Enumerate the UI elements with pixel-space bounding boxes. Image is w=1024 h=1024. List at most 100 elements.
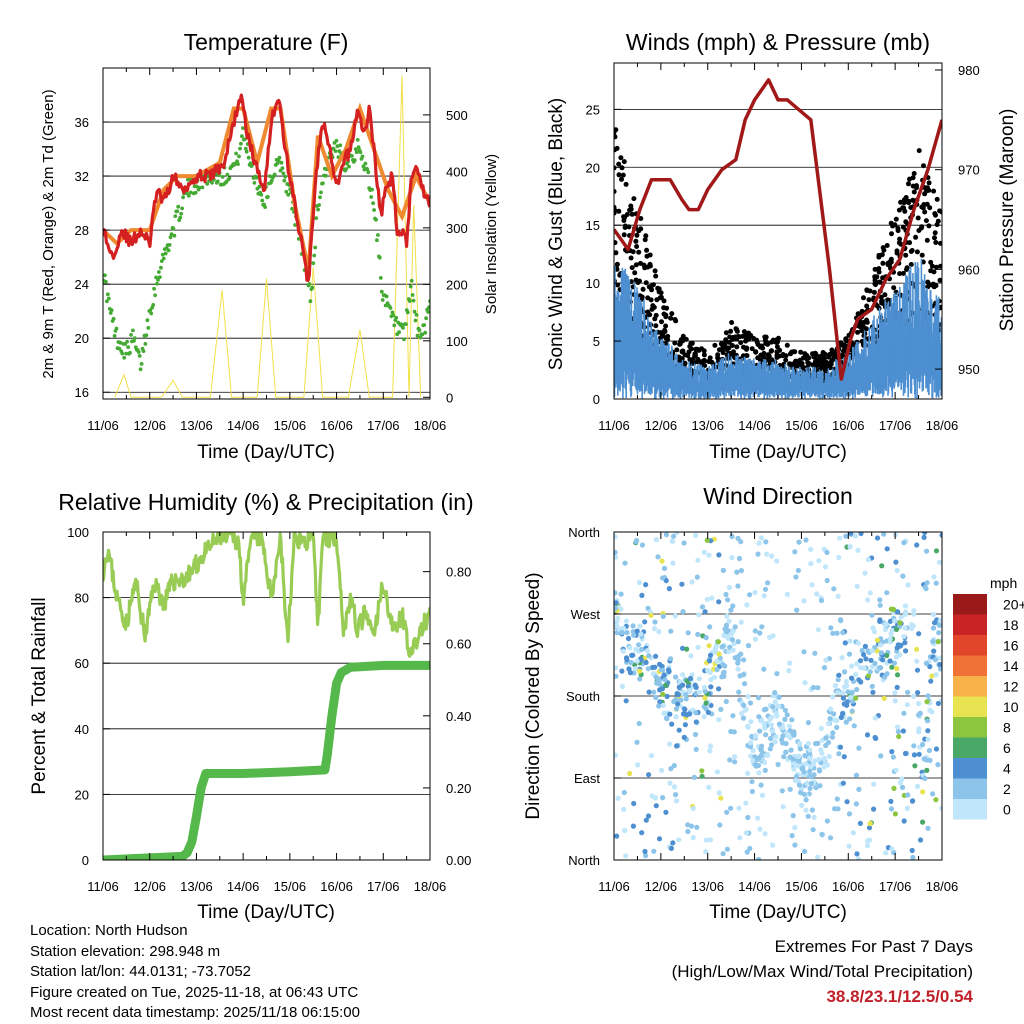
direction-point — [615, 615, 621, 622]
gust-point — [649, 306, 655, 312]
dewpoint-point — [353, 147, 358, 152]
direction-point — [877, 665, 883, 671]
dir-ytick-label: East — [574, 771, 600, 786]
direction-point — [648, 753, 655, 759]
direction-point — [916, 726, 922, 732]
dewpoint-point — [188, 190, 193, 195]
direction-point — [707, 624, 713, 630]
direction-point — [797, 740, 803, 746]
direction-point — [796, 759, 802, 765]
direction-point — [660, 575, 666, 581]
direction-point — [749, 788, 756, 795]
direction-point — [784, 712, 790, 718]
direction-point — [716, 717, 722, 723]
dewpoint-point — [371, 201, 375, 206]
direction-point — [909, 626, 915, 632]
gust-point — [634, 232, 640, 238]
legend-label: 14 — [1003, 658, 1019, 674]
dewpoint-point — [244, 149, 249, 154]
direction-point — [717, 822, 723, 828]
dewpoint-point — [272, 172, 277, 177]
direction-point — [890, 606, 897, 613]
direction-point — [840, 695, 847, 701]
pressure-ytick-right-label: 980 — [958, 63, 980, 78]
gust-point — [692, 353, 698, 359]
gust-point — [903, 195, 909, 200]
direction-point — [642, 848, 648, 855]
gust-point — [878, 294, 884, 300]
direction-point — [887, 618, 894, 624]
direction-point — [748, 753, 754, 759]
direction-point — [756, 856, 762, 860]
dewpoint-point — [378, 276, 383, 280]
direction-point — [759, 792, 766, 799]
legend-swatch — [953, 799, 987, 820]
direction-point — [827, 835, 834, 841]
direction-point — [815, 854, 821, 860]
direction-point — [924, 767, 930, 774]
direction-point — [902, 603, 909, 609]
dewpoint-point — [392, 323, 397, 328]
direction-point — [628, 659, 634, 666]
gust-point — [638, 226, 644, 232]
direction-point — [646, 772, 652, 778]
direction-point — [690, 805, 696, 812]
direction-point — [718, 795, 724, 801]
direction-point — [633, 539, 639, 545]
direction-point — [895, 642, 901, 648]
direction-point — [889, 846, 895, 852]
dewpoint-point — [380, 298, 385, 302]
gust-point — [674, 347, 680, 353]
direction-point — [905, 689, 911, 695]
direction-point — [925, 825, 931, 831]
legend-label: 4 — [1003, 760, 1011, 776]
direction-point — [714, 658, 720, 664]
dewpoint-point — [167, 243, 172, 247]
gust-point — [652, 268, 658, 274]
dewpoint-point — [279, 160, 284, 165]
gust-point — [669, 311, 675, 317]
direction-point — [630, 629, 636, 635]
direction-point — [857, 658, 864, 664]
direction-point — [680, 645, 686, 651]
direction-point — [659, 686, 666, 692]
dewpoint-point — [369, 195, 374, 199]
pressure-line — [614, 78, 942, 381]
direction-point — [868, 657, 874, 663]
gust-point — [840, 352, 845, 358]
direction-point — [818, 597, 825, 604]
direction-point — [712, 646, 719, 652]
direction-point — [933, 672, 939, 678]
rh-ytick-label: 20 — [75, 787, 89, 802]
gust-point — [864, 303, 870, 309]
direction-point — [911, 611, 917, 617]
direction-point — [843, 533, 849, 539]
direction-point — [642, 619, 648, 625]
direction-point — [904, 702, 911, 708]
temp-xtick-label: 14/06 — [227, 418, 260, 433]
direction-point — [916, 701, 922, 707]
dewpoint-point — [418, 335, 423, 340]
direction-point — [639, 592, 645, 599]
direction-point — [864, 732, 871, 738]
rh-xtick-label: 18/06 — [414, 879, 447, 894]
dewpoint-point — [236, 162, 240, 167]
direction-point — [659, 767, 665, 773]
gust-point — [932, 230, 938, 236]
gust-point — [678, 337, 684, 343]
direction-point — [735, 639, 741, 645]
direction-point — [805, 741, 812, 747]
legend-label: 20+ — [1003, 596, 1024, 612]
dewpoint-point — [420, 332, 425, 337]
dewpoint-point — [391, 313, 396, 318]
direction-point — [840, 690, 846, 696]
gust-point — [858, 320, 864, 326]
direction-point — [867, 820, 873, 827]
direction-point — [637, 676, 643, 682]
direction-point — [714, 769, 721, 775]
direction-point — [637, 623, 643, 629]
extremes-subtitle: (High/Low/Max Wind/Total Precipitation) — [671, 962, 973, 981]
dewpoint-point — [234, 151, 239, 156]
dewpoint-point — [321, 181, 325, 186]
gust-point — [647, 312, 653, 318]
